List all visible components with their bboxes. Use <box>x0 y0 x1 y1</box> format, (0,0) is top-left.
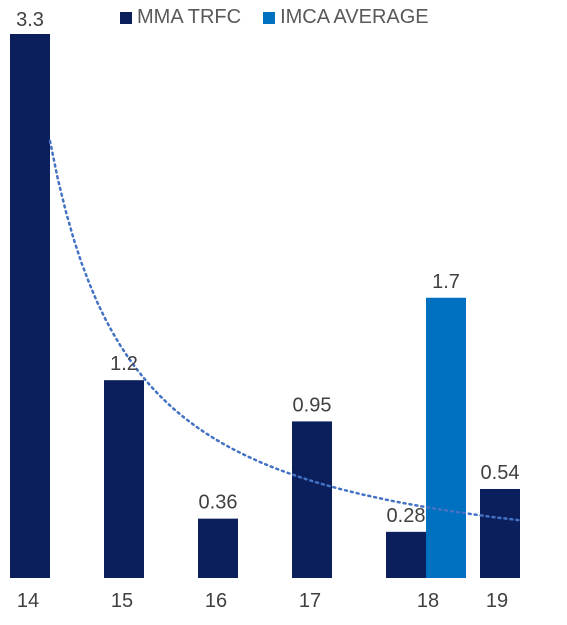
data-label-mma-trfc-19: 0.54 <box>481 462 520 484</box>
legend-item-imca-average: IMCA AVERAGE <box>263 6 429 29</box>
value-labels-layer: 3.3 1.2 0.36 0.95 0.28 0.54 1.7 <box>16 9 519 527</box>
bar-imca-average-18 <box>426 297 466 578</box>
data-label-mma-trfc-16: 0.36 <box>199 492 238 514</box>
data-label-mma-trfc-18: 0.28 <box>387 505 426 527</box>
bar-mma-trfc-17 <box>292 421 332 578</box>
legend: MMA TRFC IMCA AVERAGE <box>120 6 451 29</box>
x-tick-15: 15 <box>111 590 133 612</box>
data-label-mma-trfc-14: 3.3 <box>16 9 44 31</box>
data-label-mma-trfc-17: 0.95 <box>293 394 332 416</box>
legend-swatch-mma-trfc <box>120 11 132 24</box>
data-label-imca-average-18: 1.7 <box>432 271 460 293</box>
x-tick-17: 17 <box>299 590 321 612</box>
legend-label-mma-trfc: MMA TRFC <box>137 6 242 28</box>
legend-swatch-imca-average <box>263 11 276 24</box>
bar-mma-trfc-16 <box>198 518 238 578</box>
x-axis-ticks: 14 15 16 17 18 19 <box>17 590 508 612</box>
bar-mma-trfc-14 <box>10 34 50 578</box>
data-label-mma-trfc-15: 1.2 <box>110 353 138 375</box>
trendline <box>48 139 522 522</box>
x-tick-16: 16 <box>205 590 227 612</box>
legend-item-mma-trfc: MMA TRFC <box>120 6 241 29</box>
x-tick-18: 18 <box>417 590 439 612</box>
x-tick-14: 14 <box>17 590 39 612</box>
legend-label-imca-average: IMCA AVERAGE <box>280 6 429 28</box>
x-tick-19: 19 <box>486 590 508 612</box>
bar-mma-trfc-15 <box>104 380 144 578</box>
bars-layer <box>10 34 520 578</box>
bar-mma-trfc-18 <box>386 531 426 578</box>
bar-mma-trfc-19 <box>480 488 520 578</box>
